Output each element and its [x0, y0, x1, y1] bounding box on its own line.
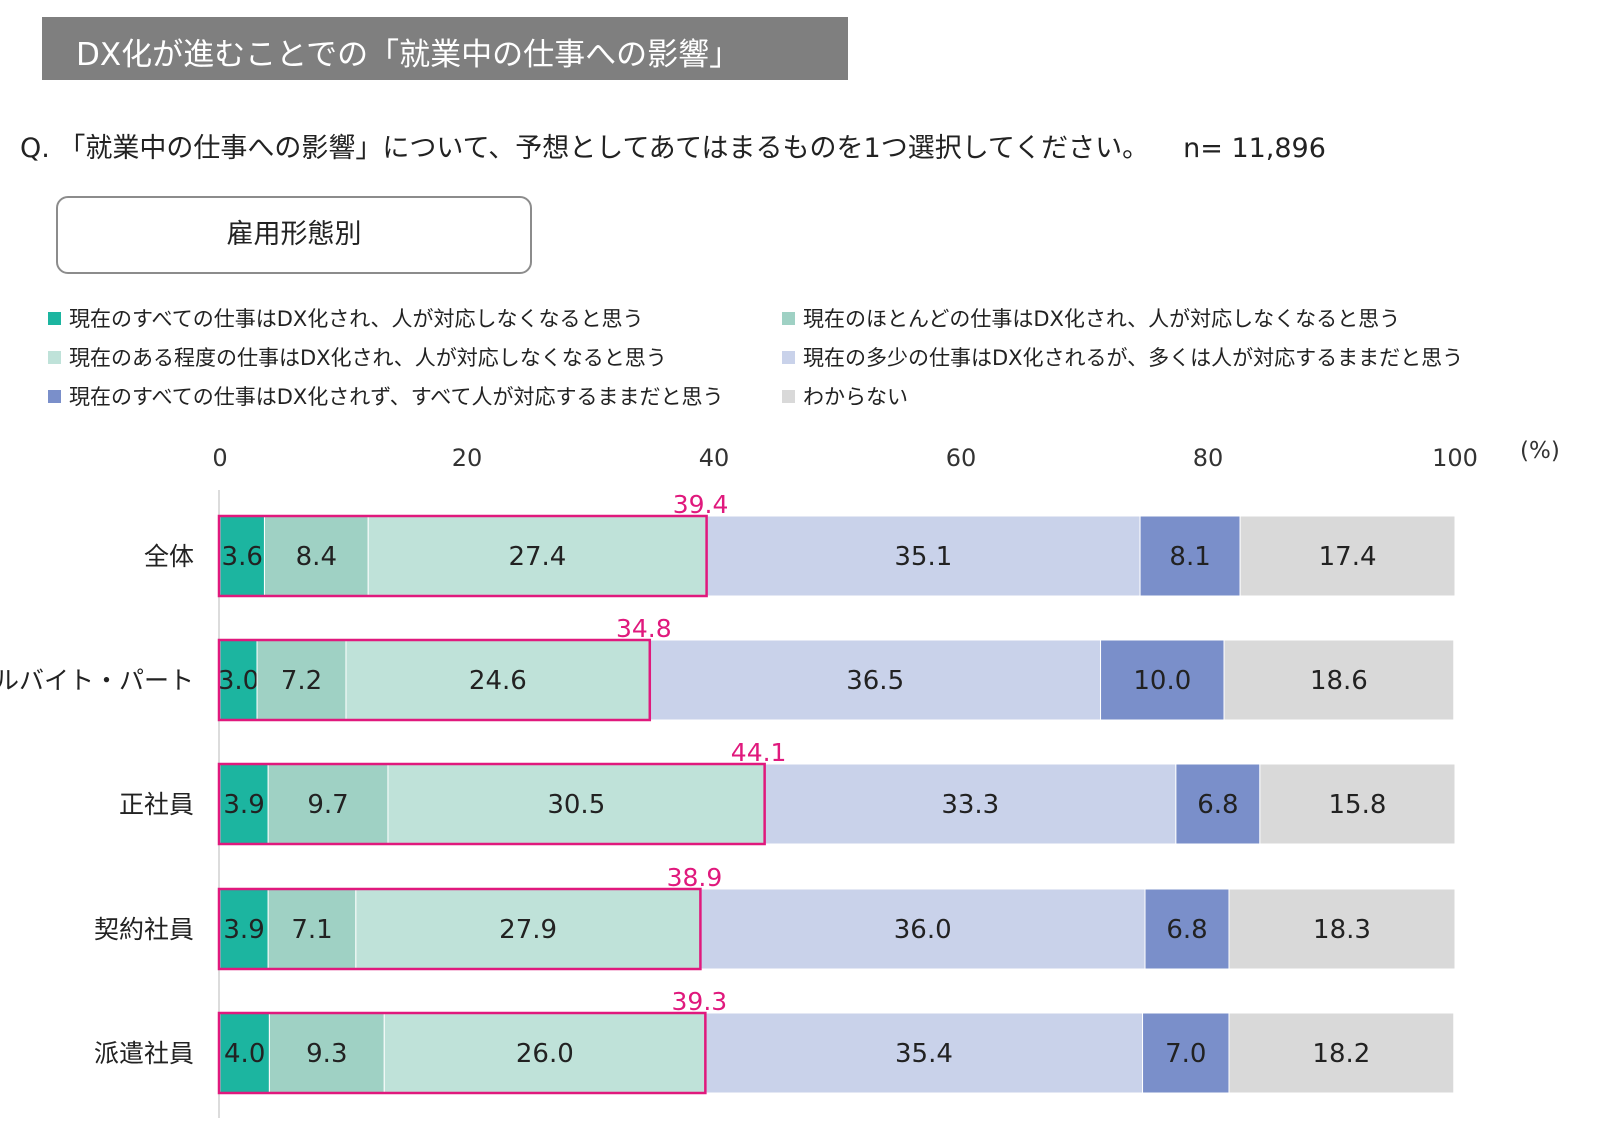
legend-item: 現在のある程度の仕事はDX化され、人が対応しなくなると思う	[48, 344, 667, 370]
data-label: 4.0	[224, 1039, 265, 1069]
highlight-box	[217, 887, 702, 971]
page-title: DX化が進むことでの「就業中の仕事への影響」	[76, 37, 741, 73]
category-label: 派遣社員	[94, 1039, 194, 1068]
question-label: Q. 「就業中の仕事への影響」について、予想としてあてはまるものを1つ選択してく…	[20, 133, 1150, 164]
bar-segment	[1239, 515, 1456, 597]
bar-segment	[1142, 1012, 1230, 1094]
data-label: 8.1	[1169, 542, 1210, 572]
legend-item: 現在の多少の仕事はDX化されるが、多くは人が対応するままだと思う	[782, 344, 1463, 370]
legend-swatch	[782, 311, 795, 325]
bar-segment	[1139, 515, 1241, 597]
data-label: 27.4	[508, 542, 566, 572]
data-label: 36.5	[846, 666, 904, 696]
data-label: 36.0	[894, 915, 952, 945]
legend-swatch	[48, 389, 61, 403]
bar-segment	[367, 515, 708, 597]
bar-segment	[1100, 639, 1225, 721]
data-label: 6.8	[1197, 790, 1238, 820]
data-label: 15.8	[1328, 790, 1386, 820]
category-label: 契約社員	[94, 915, 194, 944]
x-tick-label: 0	[212, 444, 227, 472]
legend-swatch	[782, 350, 795, 364]
data-label: 8.4	[296, 542, 337, 572]
highlight-box	[217, 1011, 707, 1095]
bar-segment	[263, 515, 369, 597]
data-label: 10.0	[1133, 666, 1191, 696]
data-label: 6.8	[1166, 915, 1207, 945]
category-label: 全体	[144, 542, 194, 571]
unit-label: (%)	[1520, 438, 1560, 464]
bar-segment	[1223, 639, 1455, 721]
data-label: 3.0	[218, 666, 259, 696]
data-label: 3.9	[223, 915, 264, 945]
bar-segment	[649, 639, 1102, 721]
legend-label: 現在の多少の仕事はDX化されるが、多くは人が対応するままだと思う	[803, 346, 1464, 370]
bar-segment	[1228, 1012, 1455, 1094]
data-label: 3.9	[223, 790, 264, 820]
data-label: 7.1	[291, 915, 332, 945]
highlight-total-label: 44.1	[731, 738, 787, 767]
question-text: Q. 「就業中の仕事への影響」について、予想としてあてはまるものを1つ選択してく…	[20, 126, 1326, 165]
legend-swatch	[782, 389, 795, 403]
x-tick-label: 40	[699, 444, 730, 472]
data-label: 24.6	[469, 666, 527, 696]
legend-item: 現在のすべての仕事はDX化され、人が対応しなくなると思う	[48, 305, 643, 331]
data-label: 35.1	[894, 542, 952, 572]
data-label: 18.2	[1312, 1039, 1370, 1069]
legend-swatch	[48, 350, 61, 364]
x-tick-label: 20	[452, 444, 483, 472]
title-bar: DX化が進むことでの「就業中の仕事への影響」	[42, 17, 848, 80]
legend-item: 現在のほとんどの仕事はDX化され、人が対応しなくなると思う	[782, 305, 1400, 331]
x-tick-label: 80	[1193, 444, 1224, 472]
data-label: 9.3	[306, 1039, 347, 1069]
data-label: 35.4	[895, 1039, 953, 1069]
data-label: 17.4	[1319, 542, 1377, 572]
bar-segment	[1228, 888, 1456, 970]
highlight-total-label: 39.3	[672, 987, 728, 1016]
highlight-box	[217, 514, 708, 598]
data-label: 27.9	[499, 915, 557, 945]
bar-segment	[764, 763, 1177, 845]
bar-segment	[1259, 763, 1456, 845]
sample-size: n= 11,896	[1183, 133, 1326, 164]
legend-label: 現在のすべての仕事はDX化され、人が対応しなくなると思う	[69, 307, 644, 331]
data-label: 33.3	[941, 790, 999, 820]
data-label: 7.0	[1165, 1039, 1206, 1069]
data-label: 18.3	[1313, 915, 1371, 945]
data-label: 3.6	[222, 542, 263, 572]
data-label: 7.2	[281, 666, 322, 696]
legend-label: わからない	[803, 385, 908, 409]
legend-label: 現在のある程度の仕事はDX化され、人が対応しなくなると思う	[69, 346, 667, 370]
bar-segment	[383, 1012, 706, 1094]
legend-swatch	[48, 311, 61, 325]
legend-item: わからない	[782, 383, 908, 409]
bar-segment	[1144, 888, 1230, 970]
highlight-total-label: 34.8	[616, 614, 672, 643]
highlight-box	[217, 762, 766, 846]
data-label: 18.6	[1310, 666, 1368, 696]
legend-item: 現在のすべての仕事はDX化されず、すべて人が対応するままだと思う	[48, 383, 723, 409]
highlight-total-label: 39.4	[673, 490, 729, 519]
legend-label: 現在のほとんどの仕事はDX化され、人が対応しなくなると思う	[803, 307, 1401, 331]
highlight-total-label: 38.9	[667, 863, 723, 892]
data-label: 26.0	[516, 1039, 574, 1069]
bar-segment	[704, 1012, 1144, 1094]
group-label-box: 雇用形態別	[56, 196, 532, 274]
bar-segment	[699, 888, 1146, 970]
group-label: 雇用形態別	[226, 219, 362, 250]
chart: 0 20 40 60 80 100 全体 3.6 8.4 27.4 35.1 8.1 17.4 39.4 ア…	[0, 444, 1478, 1118]
category-label: アルバイト・パート	[0, 666, 194, 695]
x-tick-label: 60	[946, 444, 977, 472]
data-label: 9.7	[307, 790, 348, 820]
highlight-box	[217, 638, 652, 722]
category-label: 正社員	[119, 790, 194, 819]
bar-segment	[706, 515, 1141, 597]
x-tick-label: 100	[1432, 444, 1478, 472]
bar-segment	[345, 639, 651, 721]
data-label: 30.5	[547, 790, 605, 820]
legend-label: 現在のすべての仕事はDX化されず、すべて人が対応するままだと思う	[69, 385, 724, 409]
bar-segment	[387, 763, 766, 845]
